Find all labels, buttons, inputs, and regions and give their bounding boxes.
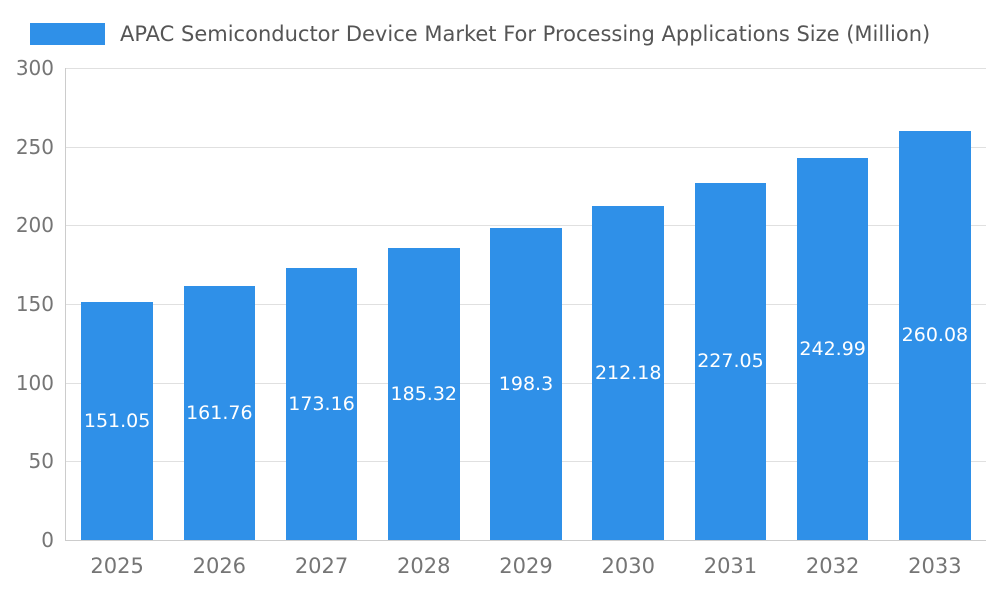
bar-value-label: 198.3 [498, 373, 554, 395]
bar-2031: 227.05 [694, 182, 767, 540]
bar-value-label: 185.32 [390, 383, 458, 406]
bar-2029: 198.3 [490, 228, 562, 540]
bar-value-label: 151.05 [83, 410, 151, 433]
x-axis-label-2030: 2030 [601, 554, 655, 578]
bar-value-label: 242.99 [799, 337, 866, 360]
legend-title: APAC Semiconductor Device Market For Pro… [120, 22, 931, 46]
y-axis-tick-label: 100 [15, 370, 54, 395]
bar-value-label: 161.76 [186, 401, 253, 424]
y-axis-tick-label: 0 [41, 528, 54, 552]
x-axis-label-2031: 2031 [703, 554, 758, 578]
x-axis-label-2028: 2028 [397, 554, 451, 578]
chart-legend: APAC Semiconductor Device Market For Pro… [30, 22, 930, 46]
x-axis-label-2025: 2025 [90, 554, 144, 578]
gridline [66, 146, 986, 148]
x-axis-label-2027: 2027 [294, 554, 349, 578]
y-axis-tick-label: 50 [28, 449, 54, 474]
y-axis-tick-label: 150 [15, 292, 54, 316]
bar-2027: 173.16 [285, 267, 358, 540]
bar-2033: 260.08 [899, 130, 971, 540]
bar-2025: 151.05 [81, 302, 153, 540]
plot-area: 0 50 100 150 200 250 300 151.05 2025 161.76 2026 17… [16, 56, 986, 578]
x-axis-label-2033: 2033 [908, 554, 962, 578]
y-axis-tick-label: 200 [15, 213, 54, 238]
bar-value-label: 212.18 [594, 362, 662, 385]
bar-2026: 161.76 [183, 285, 256, 540]
legend-swatch [30, 23, 105, 45]
bar-value-label: 173.16 [288, 392, 355, 415]
x-axis-label-2029: 2029 [499, 554, 553, 578]
gridline [66, 68, 986, 69]
bar-2030: 212.18 [592, 206, 664, 540]
y-axis-tick-label: 300 [15, 56, 54, 80]
y-axis-tick-label: 250 [15, 134, 54, 159]
x-axis-label-2032: 2032 [805, 554, 860, 578]
bar-2028: 185.32 [388, 248, 460, 540]
bar-2032: 242.99 [796, 157, 869, 540]
x-axis-label-2026: 2026 [192, 554, 247, 578]
bar-value-label: 227.05 [697, 350, 764, 373]
bar-value-label: 260.08 [901, 324, 969, 347]
gridline [66, 225, 986, 227]
